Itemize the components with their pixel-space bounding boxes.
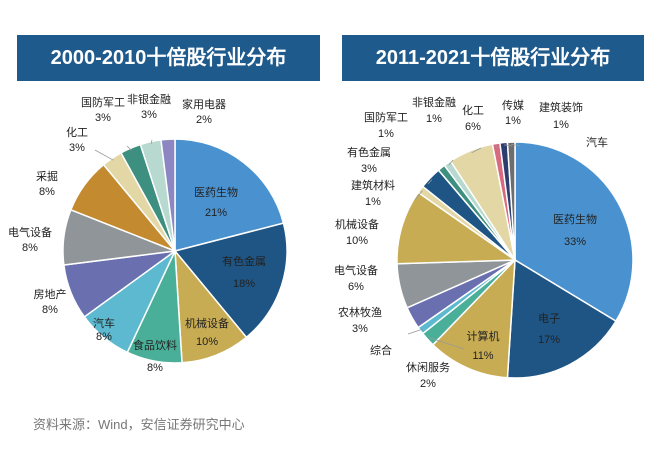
pie-2-label-计算机: 计算机 — [467, 329, 500, 343]
pie-2-value-休闲服务: 2% — [420, 378, 436, 390]
pie-2-value-电气设备: 6% — [348, 281, 364, 293]
pie-1-value-电气设备: 8% — [22, 242, 38, 254]
pie-2-label-电气设备: 电气设备 — [334, 263, 378, 277]
pie-2-label-有色金属: 有色金属 — [347, 145, 391, 159]
pie-2-label-综合: 综合 — [370, 343, 392, 357]
pie-1-label-食品饮料: 食品饮料 — [133, 338, 177, 352]
pie-1-leader-家用电器 — [167, 139, 170, 142]
pie-1-value-有色金属: 18% — [233, 278, 255, 290]
pie-1-value-家用电器: 2% — [196, 114, 212, 126]
pie-1-label-医药生物: 医药生物 — [194, 185, 238, 199]
pie-2-value-医药生物: 33% — [564, 236, 586, 248]
pie-1-value-房地产: 8% — [42, 304, 58, 316]
pie-2-label-建筑材料: 建筑材料 — [351, 178, 395, 192]
pie-2-value-农林牧渔: 3% — [352, 323, 368, 335]
pie-1-value-非银金融: 3% — [141, 109, 157, 121]
pie-2-leader-有色金属 — [427, 179, 433, 185]
pie-2-label-建筑装饰: 建筑装饰 — [539, 100, 583, 114]
pie-1-value-食品饮料: 8% — [147, 362, 163, 374]
pie-2-slice-电子 — [506, 258, 617, 379]
pie-1-leader-国防军工 — [126, 145, 132, 151]
pie-2-value-计算机: 11% — [472, 350, 493, 362]
pie-2-value-非银金融: 1% — [426, 113, 442, 125]
pie-2-label-传媒: 传媒 — [502, 99, 524, 112]
pie-1-label-机械设备: 机械设备 — [185, 316, 229, 330]
pie-1-label-电气设备: 电气设备 — [8, 225, 52, 239]
pie-1-leader-化工 — [94, 149, 114, 161]
pie-2-leader-非银金融 — [448, 159, 454, 166]
pie-1: 医药生物21%有色金属18%机械设备10%食品饮料8%汽车8%房地产8%电气设备… — [8, 92, 288, 374]
pie-2-label-化工: 化工 — [462, 103, 484, 117]
pie-1-label-汽车: 汽车 — [93, 316, 115, 330]
pie-2-label-医药生物: 医药生物 — [553, 212, 597, 226]
pie-1-value-医药生物: 21% — [205, 207, 227, 219]
pie-2-label-机械设备: 机械设备 — [335, 217, 379, 231]
pie-1-value-机械设备: 10% — [196, 336, 218, 348]
pie-2-leader-建筑装饰 — [503, 144, 513, 147]
right-chart-title: 2011-2021十倍股行业分布 — [342, 35, 644, 81]
pie-2-leader-汽车 — [511, 144, 521, 147]
pie-1-value-汽车: 8% — [96, 331, 112, 343]
pie-2-label-非银金融: 非银金融 — [412, 95, 456, 109]
pie-2-slice-医药生物 — [514, 141, 634, 323]
left-chart-title: 2000-2010十倍股行业分布 — [17, 35, 320, 81]
pie-1-leader-非银金融 — [150, 139, 153, 144]
pie-1-slice-医药生物 — [174, 138, 285, 252]
pie-2-value-电子: 17% — [538, 334, 560, 346]
pie-1-value-采掘: 8% — [39, 186, 55, 198]
pie-2-value-有色金属: 3% — [361, 163, 377, 175]
pie-1-label-化工: 化工 — [66, 125, 88, 139]
pie-2-label-汽车: 汽车 — [586, 135, 608, 149]
pie-2-value-化工: 6% — [465, 121, 481, 133]
pie-1-value-化工: 3% — [69, 142, 85, 154]
pie-2-label-国防军工: 国防军工 — [364, 110, 408, 124]
pie-2-leader-传媒 — [496, 145, 498, 149]
pie-2-leader-化工 — [471, 147, 482, 154]
pie-2-value-建筑材料: 1% — [365, 196, 381, 208]
pie-2-label-电子: 电子 — [538, 312, 560, 325]
pie-1-label-非银金融: 非银金融 — [127, 92, 171, 106]
pie-1-label-采掘: 采掘 — [36, 169, 58, 183]
pie-1-slice-有色金属 — [173, 222, 288, 339]
pie-2-value-建筑装饰: 1% — [553, 119, 569, 131]
pie-2-label-休闲服务: 休闲服务 — [406, 360, 450, 374]
pie-2-label-农林牧渔: 农林牧渔 — [338, 305, 382, 319]
pie-1-label-房地产: 房地产 — [34, 287, 67, 301]
pie-2-slice-汽车 — [506, 141, 516, 261]
pie-1-slice-家用电器 — [160, 138, 176, 252]
pie-2-slice-计算机 — [431, 258, 516, 379]
pie-2: 医药生物 33% 电子 17% 计算机 11% 休闲服务 2% 综合 农林牧渔 3% 电气设备 6% 机械… — [334, 95, 634, 390]
pie-1-label-家用电器: 家用电器 — [182, 97, 226, 111]
pie-2-value-传媒: 1% — [505, 115, 521, 127]
pie-2-leader-综合 — [407, 328, 423, 335]
pie-2-value-国防军工: 1% — [378, 128, 394, 140]
pie-1-label-有色金属: 有色金属 — [222, 254, 266, 268]
pie-2-value-机械设备: 10% — [346, 235, 368, 247]
pie-2-leader-休闲服务 — [429, 337, 465, 350]
source-note: 资料来源：Wind，安信证券研究中心 — [33, 417, 245, 432]
pie-2-slice-机械设备 — [396, 191, 518, 265]
pie-1-label-国防军工: 国防军工 — [81, 95, 125, 109]
pie-1-value-国防军工: 3% — [95, 112, 111, 124]
pie-2-leader-建筑材料 — [414, 190, 423, 201]
